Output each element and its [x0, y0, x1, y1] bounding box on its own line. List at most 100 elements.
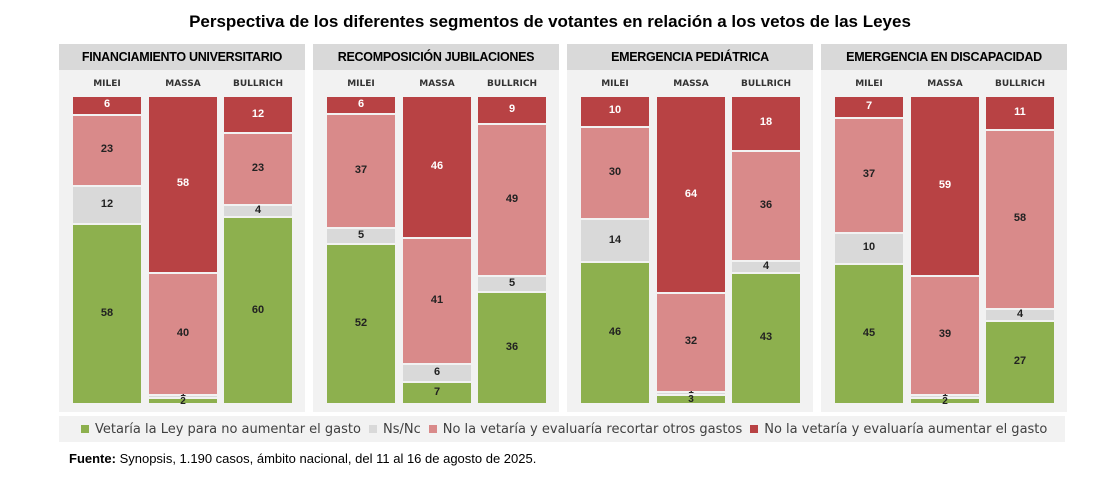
- panel-title: RECOMPOSICIÓN JUBILACIONES: [313, 44, 559, 70]
- data-label-vetaria: 2: [942, 395, 948, 407]
- chart-title: Perspectiva de los diferentes segmentos …: [189, 12, 911, 31]
- data-label-vetaria: 43: [759, 331, 773, 344]
- legend-swatch: [428, 425, 437, 433]
- data-label-no_recortar: 23: [251, 162, 265, 175]
- bar-segment-no_recortar: [73, 115, 141, 186]
- category-label-bullrich: BULLRICH: [994, 79, 1046, 89]
- bar-segment-no_aumentar: [327, 97, 395, 114]
- panel-financiamiento-universitario: FINANCIAMIENTO UNIVERSITARIO MILEI 58 12 23 6…: [59, 44, 305, 412]
- category-label-massa: MASSA: [165, 79, 201, 89]
- category-label-bullrich: BULLRICH: [740, 79, 792, 89]
- legend-label: No la vetaría y evaluaría recortar otros…: [442, 421, 743, 437]
- data-label-no_aumentar: 6: [357, 98, 365, 111]
- bar-segment-nsnc: [732, 261, 800, 272]
- data-label-no_recortar: 37: [862, 168, 876, 181]
- source-text: Synopsis, 1.190 casos, ámbito nacional, …: [115, 451, 537, 466]
- data-label-no_aumentar: 12: [251, 107, 265, 120]
- data-label-nsnc: 10: [862, 241, 876, 254]
- data-label-nsnc: 5: [508, 277, 516, 290]
- data-label-no_recortar: 58: [1013, 212, 1027, 225]
- panel-recomposicion-jubilaciones: RECOMPOSICIÓN JUBILACIONES MILEI 52 5 37 6 MAS…: [313, 44, 559, 412]
- bar-segment-vetaria: [327, 244, 395, 403]
- data-label-no_recortar: 23: [100, 143, 114, 156]
- bar-segment-no_recortar: [657, 294, 725, 391]
- legend-label: No la vetaría y evaluaría aumentar el ga…: [764, 421, 1048, 437]
- panel-emergencia-pediatrica: EMERGENCIA PEDIÁTRICA MILEI 46 14 30 10 MASSA 3…: [567, 44, 813, 412]
- bar-segment-vetaria: [478, 293, 546, 403]
- bar-segment-vetaria: [911, 398, 979, 403]
- data-label-vetaria: 45: [862, 327, 876, 339]
- category-label-milei: MILEI: [93, 79, 121, 89]
- panel-title: FINANCIAMIENTO UNIVERSITARIO: [59, 44, 305, 70]
- data-label-no_aumentar: 6: [103, 98, 111, 111]
- bar-segment-vetaria: [657, 395, 725, 403]
- data-label-no_recortar: 49: [505, 193, 519, 206]
- legend-label: Vetaría la Ley para no aumentar el gasto: [95, 421, 361, 437]
- legend-item-vetaria: Vetaría la Ley para no aumentar el gasto: [81, 422, 361, 437]
- bar-segment-vetaria: [73, 224, 141, 403]
- bar-segment-vetaria: [732, 273, 800, 403]
- bar-segment-nsnc: [327, 229, 395, 243]
- bar-segment-nsnc: [911, 395, 979, 397]
- data-label-no_recortar: 40: [176, 326, 190, 339]
- data-label-vetaria: 7: [433, 386, 441, 399]
- bar-segment-nsnc: [835, 233, 903, 263]
- legend-swatch: [750, 425, 759, 433]
- category-label-massa: MASSA: [673, 79, 709, 89]
- data-label-no_recortar: 32: [684, 335, 698, 348]
- bar-segment-no_recortar: [149, 273, 217, 394]
- bar-segment-no_aumentar: [581, 97, 649, 126]
- bar-segment-nsnc: [403, 364, 471, 382]
- category-label-bullrich: BULLRICH: [232, 79, 284, 89]
- bar-segment-no_recortar: [911, 276, 979, 394]
- data-label-no_aumentar: 46: [430, 159, 444, 172]
- data-label-nsnc: 4: [762, 259, 770, 272]
- bar-segment-vetaria: [149, 398, 217, 403]
- data-label-vetaria: 3: [688, 394, 694, 406]
- bar-segment-no_aumentar: [403, 97, 471, 237]
- bar-segment-vetaria: [224, 218, 292, 403]
- bar-segment-vetaria: [581, 263, 649, 403]
- bar-segment-no_recortar: [986, 130, 1054, 308]
- bar-segment-no_aumentar: [149, 97, 217, 272]
- bar-segment-nsnc: [986, 309, 1054, 320]
- legend-swatch: [81, 425, 89, 433]
- bar-segment-nsnc: [149, 395, 217, 397]
- data-label-no_aumentar: 10: [608, 104, 622, 117]
- data-label-no_recortar: 30: [608, 166, 622, 178]
- bar-segment-no_recortar: [224, 134, 292, 204]
- data-label-nsnc: 6: [433, 366, 441, 379]
- data-label-no_aumentar: 7: [865, 99, 873, 112]
- data-label-vetaria: 52: [354, 316, 368, 329]
- panel-title: EMERGENCIA PEDIÁTRICA: [567, 44, 813, 70]
- data-label-no_aumentar: 9: [508, 103, 516, 115]
- bar-segment-no_aumentar: [835, 97, 903, 117]
- bar-segment-no_aumentar: [478, 97, 546, 123]
- panel-emergencia-en-discapacidad: EMERGENCIA EN DISCAPACIDAD MILEI 45 10 37 7 MA…: [821, 44, 1067, 412]
- bar-segment-no_recortar: [835, 118, 903, 232]
- bar-segment-no_aumentar: [732, 97, 800, 150]
- data-label-nsnc: 5: [357, 229, 365, 242]
- data-label-nsnc: 12: [100, 197, 114, 210]
- category-label-milei: MILEI: [601, 79, 629, 89]
- panel-title: EMERGENCIA EN DISCAPACIDAD: [821, 44, 1067, 70]
- bar-segment-no_recortar: [403, 238, 471, 363]
- bar-segment-no_aumentar: [986, 97, 1054, 129]
- data-label-no_recortar: 36: [759, 198, 773, 211]
- data-label-vetaria: 2: [180, 395, 186, 407]
- legend-item-nsnc: Ns/Nc: [368, 422, 421, 437]
- bar-segment-nsnc: [581, 220, 649, 262]
- bar-segment-nsnc: [224, 205, 292, 217]
- data-label-vetaria: 46: [608, 326, 622, 339]
- data-label-vetaria: 60: [251, 303, 265, 316]
- bar-segment-no_recortar: [581, 127, 649, 219]
- data-label-nsnc: 14: [608, 233, 622, 246]
- data-label-vetaria: 27: [1013, 355, 1027, 368]
- category-label-massa: MASSA: [927, 79, 963, 89]
- bar-segment-nsnc: [657, 392, 725, 394]
- bar-segment-vetaria: [403, 383, 471, 403]
- data-label-no_aumentar: 64: [684, 187, 698, 200]
- data-label-vetaria: 58: [100, 306, 114, 319]
- data-label-no_recortar: 41: [430, 293, 444, 306]
- data-label-no_aumentar: 18: [759, 116, 773, 129]
